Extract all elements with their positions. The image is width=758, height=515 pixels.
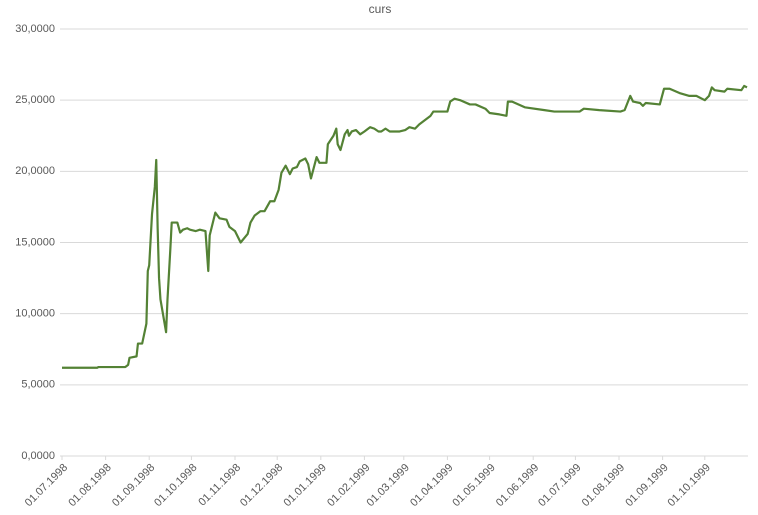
x-tick-label: 01.03.1999 (365, 462, 412, 509)
y-tick-label: 5,0000 (21, 379, 55, 391)
x-tick-label: 01.08.1998 (66, 462, 113, 509)
y-tick-label: 20,0000 (15, 165, 55, 177)
x-tick-label: 01.04.1999 (408, 462, 455, 509)
y-tick-label: 10,0000 (15, 308, 55, 320)
series-line (62, 84, 748, 369)
x-tick-label: 01.07.1999 (536, 462, 583, 509)
x-tick-label: 01.05.1999 (450, 462, 497, 509)
y-tick-label: 30,0000 (15, 23, 55, 35)
x-tick-label: 01.11.1998 (196, 462, 243, 509)
y-tick-label: 25,0000 (15, 94, 55, 106)
x-tick-label: 01.01.1999 (282, 462, 329, 509)
x-tick-label: 01.09.1999 (623, 462, 670, 509)
x-tick-label: 01.12.1998 (238, 462, 285, 509)
x-tick-label: 01.07.1998 (23, 462, 70, 509)
y-tick-label: 15,0000 (15, 236, 55, 248)
x-tick-label: 01.06.1999 (494, 462, 541, 509)
y-tick-label: 0,0000 (21, 450, 55, 462)
x-tick-label: 01.10.1999 (666, 462, 713, 509)
x-tick-label: 01.10.1998 (152, 462, 199, 509)
chart-title: curs (369, 2, 392, 16)
x-tick-label: 01.09.1998 (110, 462, 157, 509)
x-tick-label: 01.08.1999 (580, 462, 627, 509)
